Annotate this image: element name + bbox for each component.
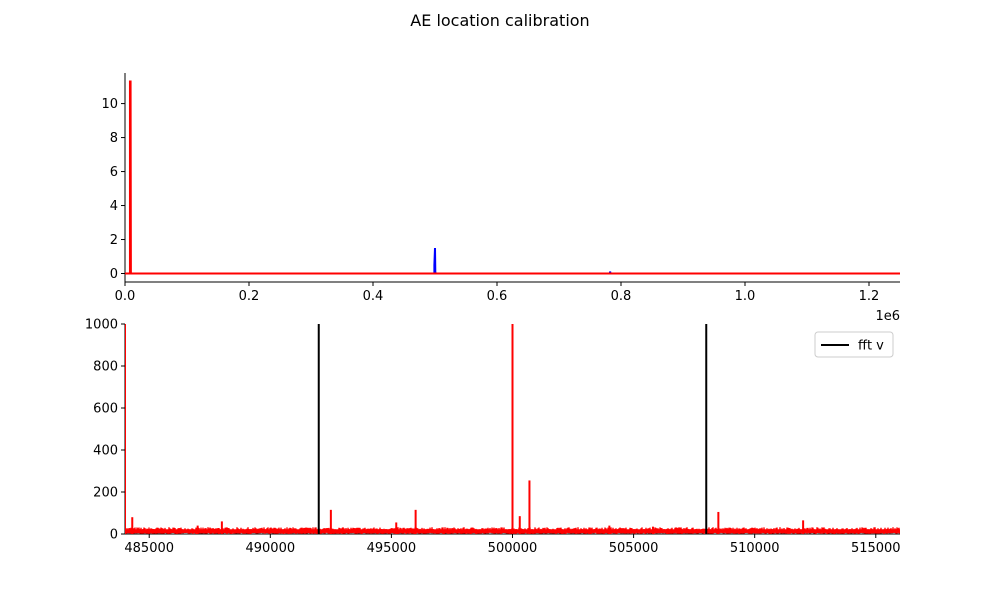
top-x-tick-label: 1.2 bbox=[859, 289, 880, 304]
top-y-tick-label: 10 bbox=[101, 97, 118, 112]
bottom-y-tick-label: 1000 bbox=[85, 318, 118, 333]
figure-title: AE location calibration bbox=[410, 11, 589, 30]
bottom-y-tick-label: 0 bbox=[110, 528, 118, 543]
top-y-tick-label: 2 bbox=[110, 233, 118, 248]
bottom-x-tick-label: 495000 bbox=[367, 541, 417, 556]
bottom-plot-area bbox=[125, 324, 900, 534]
top-x-tick-label: 0.2 bbox=[239, 289, 260, 304]
bottom-y-tick-label: 600 bbox=[93, 402, 118, 417]
top-x-tick-label: 0.0 bbox=[115, 289, 136, 304]
bottom-x-tick-label: 510000 bbox=[730, 541, 780, 556]
top-x-tick-label: 0.4 bbox=[363, 289, 384, 304]
bottom-y-tick-label: 400 bbox=[93, 444, 118, 459]
top-series-line-red bbox=[125, 80, 900, 275]
legend-label: fft v bbox=[858, 339, 884, 354]
top-x-tick-label: 1.0 bbox=[735, 289, 756, 304]
bottom-axes: 485000 490000 495000 500000 505000 510000 5150… bbox=[85, 318, 901, 557]
bottom-x-tick-label: 515000 bbox=[851, 541, 901, 556]
bottom-x-tick-label: 485000 bbox=[124, 541, 174, 556]
top-y-tick-label: 6 bbox=[110, 165, 118, 180]
bottom-y-tick-label: 800 bbox=[93, 360, 118, 375]
top-x-tick-label: 0.6 bbox=[487, 289, 508, 304]
top-x-offset-label: 1e6 bbox=[875, 309, 900, 324]
top-axes: 0.0 0.2 0.4 0.6 0.8 1.0 1.2 0 2 4 6 8 10 1e6 bbox=[101, 73, 900, 324]
bottom-x-tick-label: 490000 bbox=[245, 541, 295, 556]
bottom-y-tick-label: 200 bbox=[93, 486, 118, 501]
top-y-tick-label: 8 bbox=[110, 131, 118, 146]
top-y-tick-label: 4 bbox=[110, 199, 118, 214]
legend-box bbox=[814, 331, 894, 358]
bottom-x-tick-label: 505000 bbox=[609, 541, 659, 556]
top-x-tick-label: 0.8 bbox=[611, 289, 632, 304]
legend: fft v bbox=[814, 331, 894, 358]
top-y-tick-label: 0 bbox=[110, 267, 118, 282]
bottom-x-tick-label: 500000 bbox=[488, 541, 538, 556]
top-series-line-blue bbox=[125, 247, 900, 275]
